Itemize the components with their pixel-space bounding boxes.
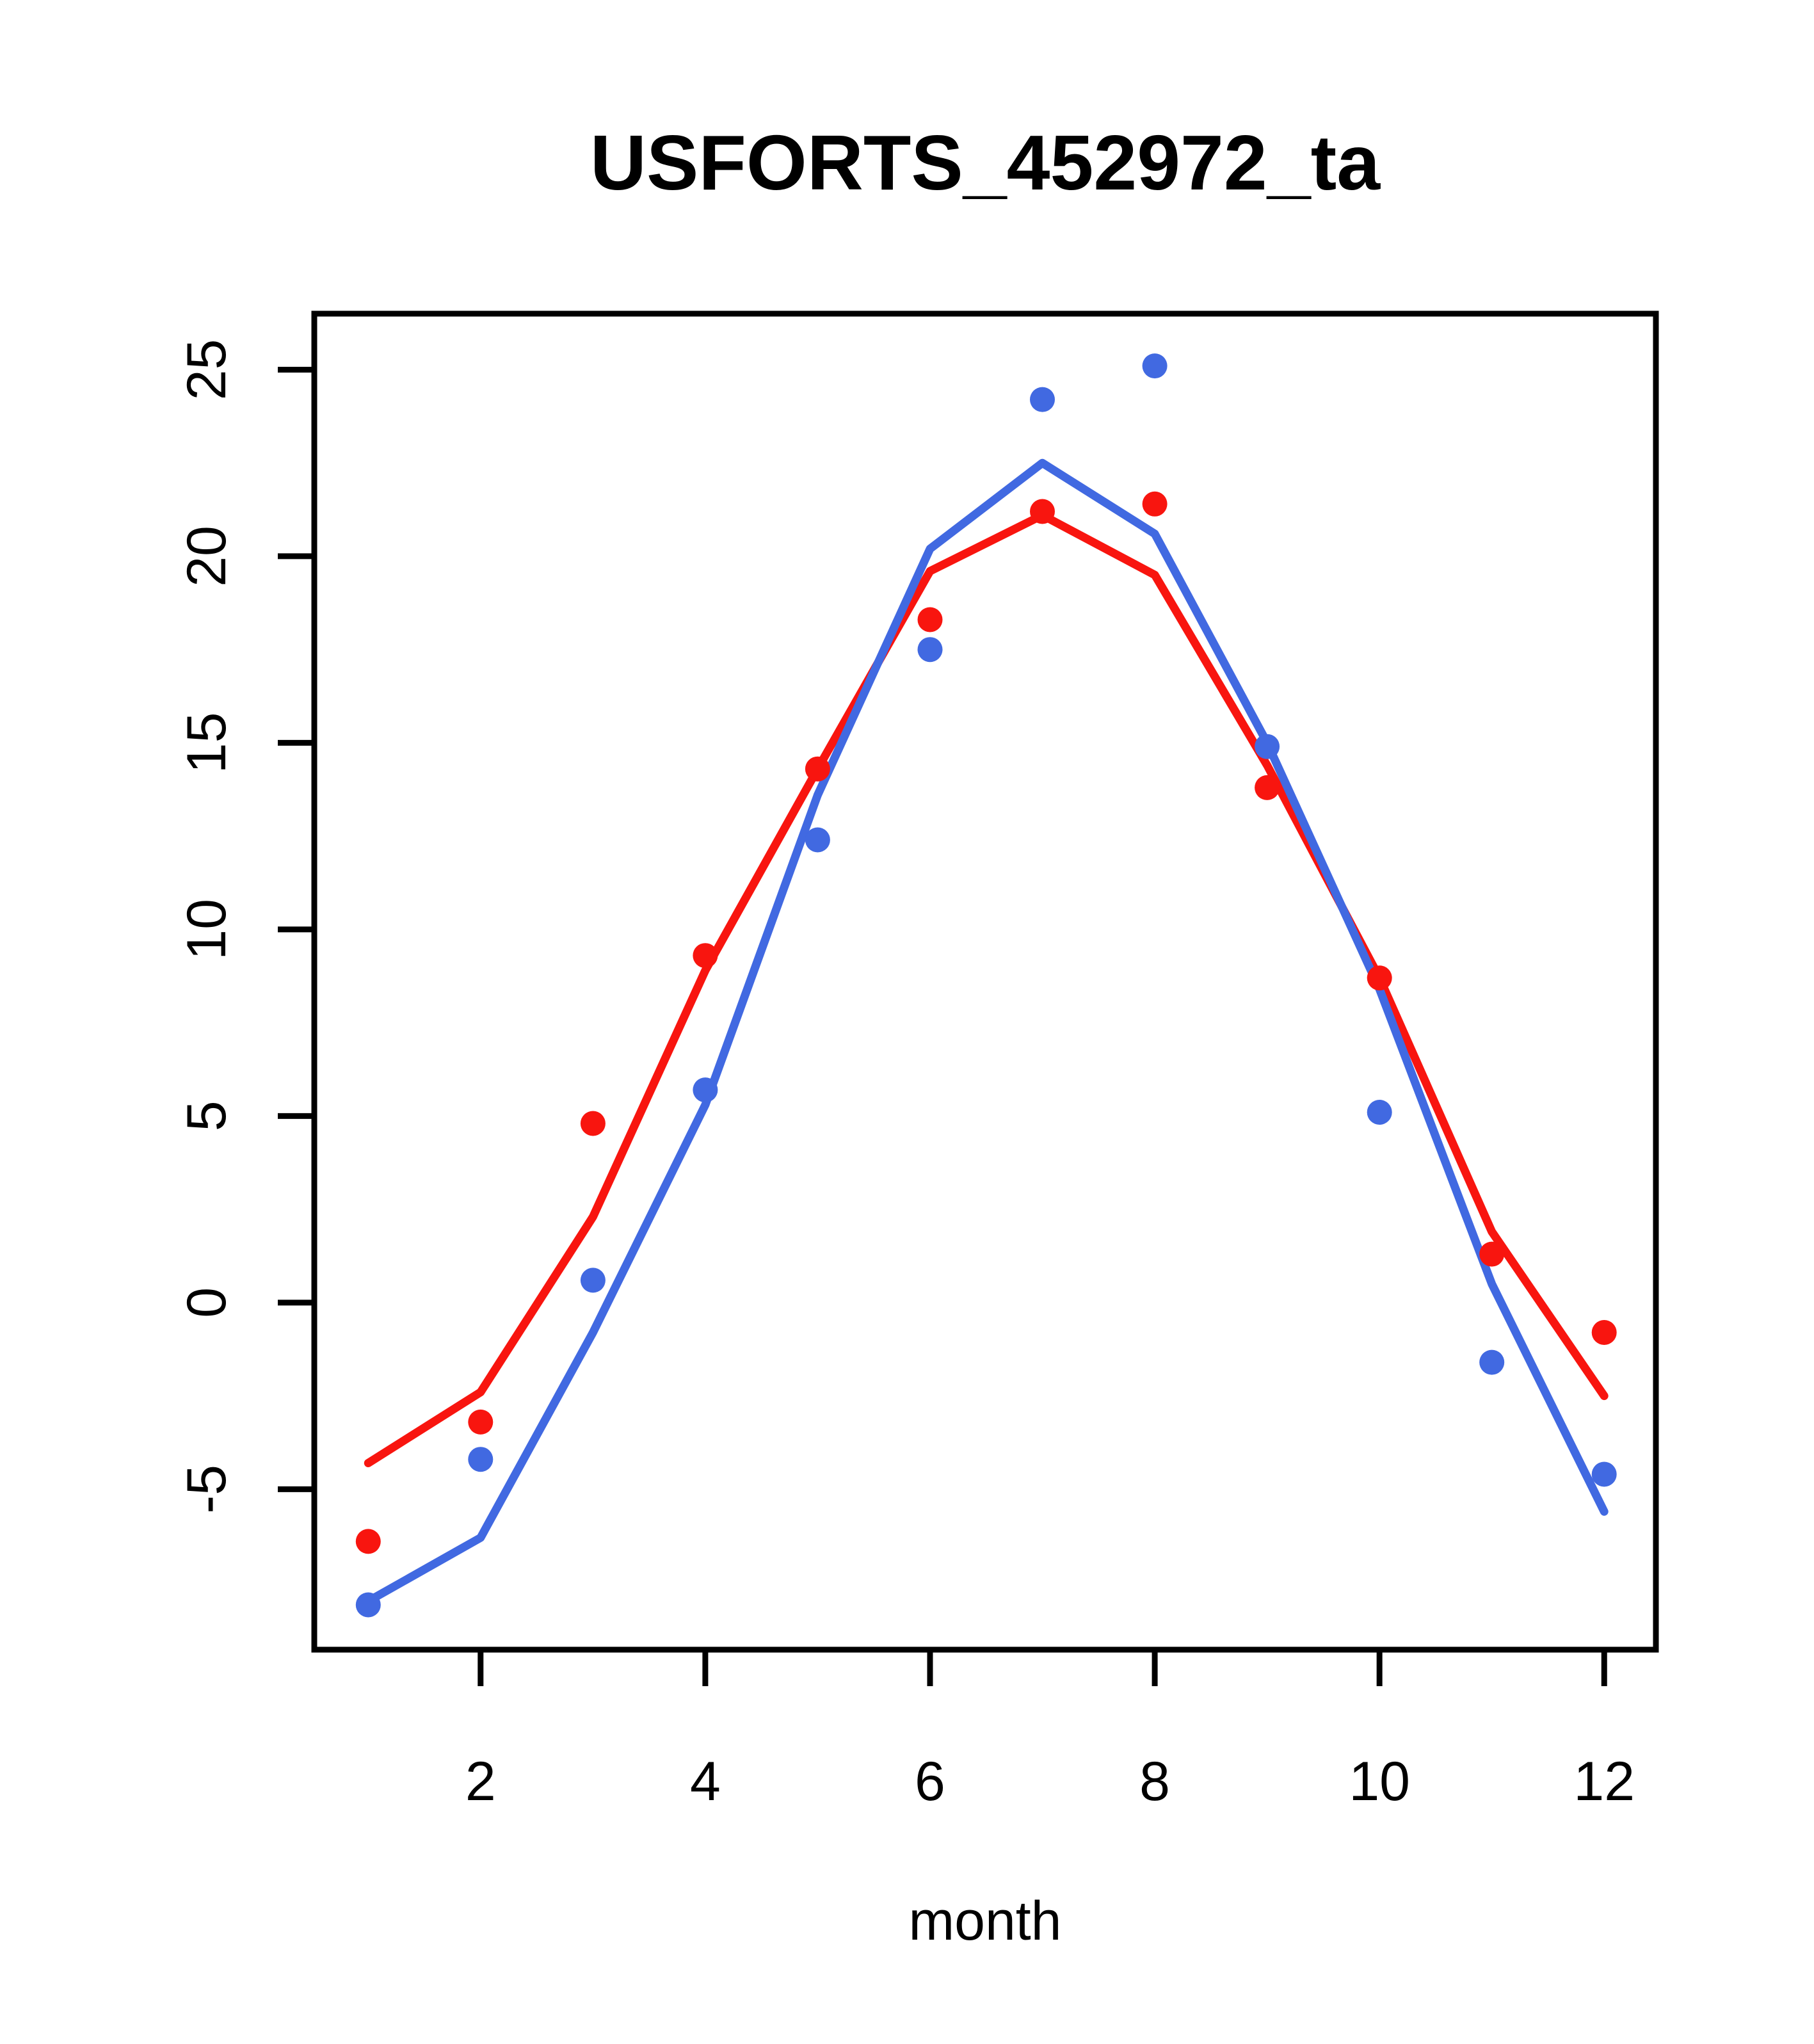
y-axis-ticks: -5 0 5 10 15 20 25 (176, 339, 314, 1514)
x-tick-label: 10 (1349, 1751, 1410, 1812)
blue-point (693, 1077, 718, 1103)
series-points (355, 353, 1617, 1618)
blue-point (1479, 1349, 1505, 1375)
red-point (1591, 1320, 1617, 1345)
x-tick-label: 6 (915, 1751, 945, 1812)
x-tick-label: 2 (465, 1751, 496, 1812)
red-point (1479, 1241, 1505, 1267)
red-point (580, 1111, 606, 1136)
x-tick-label: 4 (690, 1751, 721, 1812)
blue-point (580, 1267, 606, 1293)
y-tick-label: -5 (176, 1465, 237, 1513)
x-axis-label: month (908, 1890, 1061, 1952)
blue-point (355, 1592, 381, 1618)
y-tick-label: 25 (176, 339, 237, 401)
series-lines (364, 458, 1609, 1605)
red-point (468, 1409, 494, 1435)
blue-point (1142, 353, 1168, 379)
y-tick-label: 0 (176, 1287, 237, 1318)
red-line (364, 511, 1609, 1467)
blue-point (1030, 387, 1055, 412)
red-point (805, 756, 830, 782)
y-tick-label: 20 (176, 526, 237, 587)
y-tick-label: 10 (176, 899, 237, 960)
plot-box-border (311, 310, 1659, 1653)
x-tick-label: 12 (1573, 1751, 1635, 1812)
chart-title: USFORTS_452972_ta (590, 119, 1381, 206)
blue-point (468, 1447, 494, 1472)
red-point (1030, 499, 1055, 524)
red-point (1367, 965, 1392, 991)
red-point (355, 1529, 381, 1554)
y-tick-label: 15 (176, 712, 237, 774)
blue-point (1255, 734, 1280, 759)
red-point (1255, 775, 1280, 800)
x-axis-ticks: 2 4 6 8 10 12 (465, 1650, 1635, 1812)
red-point (693, 943, 718, 969)
red-point (917, 607, 943, 632)
blue-point (805, 827, 830, 853)
blue-point (917, 637, 943, 663)
blue-line (364, 458, 1609, 1605)
y-tick-label: 5 (176, 1100, 237, 1131)
red-point (1142, 491, 1168, 517)
blue-point (1591, 1461, 1617, 1487)
x-tick-label: 8 (1139, 1751, 1170, 1812)
blue-point (1367, 1100, 1392, 1125)
